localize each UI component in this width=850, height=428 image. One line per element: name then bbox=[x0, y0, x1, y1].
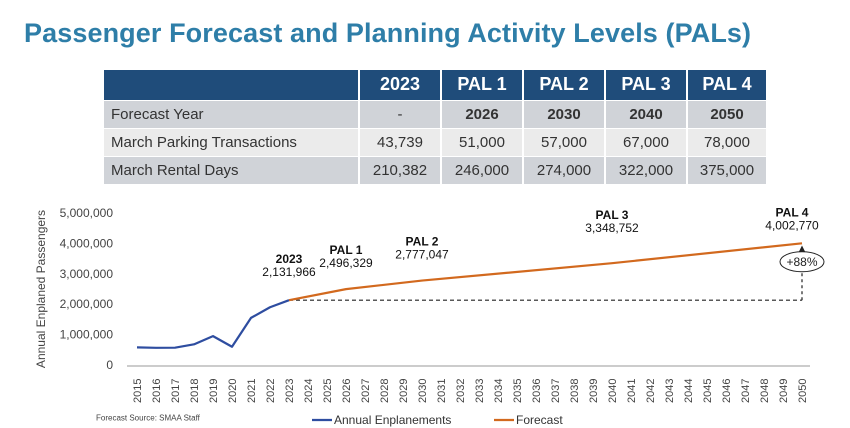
x-tick-label: 2039 bbox=[588, 379, 600, 403]
annotation-value: 4,002,770 bbox=[765, 218, 819, 232]
annotation-value: 2,496,329 bbox=[319, 256, 373, 270]
x-tick-label: 2049 bbox=[778, 379, 790, 403]
page-title: Passenger Forecast and Planning Activity… bbox=[24, 18, 752, 48]
x-tick-label: 2020 bbox=[227, 379, 239, 403]
y-tick-label: 1,000,000 bbox=[60, 328, 114, 342]
x-tick-label: 2022 bbox=[265, 379, 277, 403]
x-tick-label: 2045 bbox=[702, 379, 714, 403]
y-tick-label: 2,000,000 bbox=[60, 297, 114, 311]
x-tick-label: 2043 bbox=[664, 379, 676, 403]
row-label-forecast-year: Forecast Year bbox=[104, 99, 360, 128]
annotation-value: 3,348,752 bbox=[585, 221, 639, 235]
y-tick-label: 0 bbox=[106, 358, 113, 372]
x-tick-label: 2046 bbox=[721, 379, 733, 403]
legend-label-annual: Annual Enplanements bbox=[334, 413, 451, 427]
x-tick-label: 2034 bbox=[493, 379, 505, 403]
x-tick-label: 2017 bbox=[170, 379, 182, 403]
y-tick-label: 5,000,000 bbox=[60, 206, 114, 220]
x-tick-label: 2038 bbox=[569, 379, 581, 403]
y-tick-label: 4,000,000 bbox=[60, 236, 114, 250]
table-header-blank bbox=[104, 70, 360, 100]
x-tick-label: 2041 bbox=[626, 379, 638, 403]
x-tick-label: 2032 bbox=[455, 379, 467, 403]
table-cell: 2040 bbox=[605, 99, 688, 128]
table-header-2023: 2023 bbox=[359, 70, 442, 100]
y-axis-label: Annual Enplaned Passengers bbox=[34, 210, 48, 368]
table-cell: 57,000 bbox=[523, 127, 606, 156]
table-cell: 322,000 bbox=[605, 155, 688, 184]
x-tick-label: 2023 bbox=[284, 379, 296, 403]
annotation-value: 2,131,966 bbox=[262, 265, 316, 279]
annotation-label: PAL 3 bbox=[596, 208, 629, 222]
x-tick-label: 2030 bbox=[417, 379, 429, 403]
table-row: Forecast Year - 2026 2030 2040 2050 bbox=[104, 99, 768, 128]
table-header-pal1: PAL 1 bbox=[441, 70, 524, 100]
x-tick-label: 2027 bbox=[360, 379, 372, 403]
legend-label-forecast: Forecast bbox=[516, 413, 563, 427]
x-tick-label: 2048 bbox=[759, 379, 771, 403]
annotation-value: 2,777,047 bbox=[395, 248, 449, 262]
table-cell: 43,739 bbox=[359, 127, 442, 156]
x-tick-label: 2021 bbox=[246, 379, 258, 403]
growth-badge bbox=[779, 251, 825, 273]
forecast-line bbox=[288, 242, 803, 302]
x-tick-label: 2040 bbox=[607, 379, 619, 403]
x-tick-label: 2036 bbox=[531, 379, 543, 403]
table-cell: 78,000 bbox=[687, 127, 768, 156]
x-tick-label: 2029 bbox=[398, 379, 410, 403]
annotation-label: PAL 4 bbox=[776, 205, 809, 219]
table-cell: 2050 bbox=[687, 99, 768, 128]
annual-enplanements-line bbox=[136, 299, 290, 349]
annotation-label: 2023 bbox=[276, 252, 303, 266]
x-tick-label: 2028 bbox=[379, 379, 391, 403]
x-tick-label: 2024 bbox=[303, 379, 315, 403]
x-tick-label: 2026 bbox=[341, 379, 353, 403]
table-cell: 2026 bbox=[441, 99, 524, 128]
x-tick-label: 2015 bbox=[132, 379, 144, 403]
table-cell: 375,000 bbox=[687, 155, 768, 184]
annotation-label: PAL 2 bbox=[406, 235, 439, 249]
table-row: March Parking Transactions 43,739 51,000… bbox=[104, 127, 768, 156]
source-note: Forecast Source: SMAA Staff bbox=[96, 413, 200, 423]
x-tick-label: 2019 bbox=[208, 379, 220, 403]
annotation-label: PAL 1 bbox=[330, 243, 363, 257]
table-header-pal4: PAL 4 bbox=[687, 70, 768, 100]
table-header-pal2: PAL 2 bbox=[523, 70, 606, 100]
table-cell: 51,000 bbox=[441, 127, 524, 156]
x-tick-label: 2050 bbox=[797, 379, 809, 403]
table-cell: 67,000 bbox=[605, 127, 688, 156]
x-tick-label: 2037 bbox=[550, 379, 562, 403]
x-tick-label: 2025 bbox=[322, 379, 334, 403]
x-tick-label: 2031 bbox=[436, 379, 448, 403]
table-cell: - bbox=[359, 99, 442, 128]
x-tick-label: 2047 bbox=[740, 379, 752, 403]
table-cell: 246,000 bbox=[441, 155, 524, 184]
x-tick-label: 2042 bbox=[645, 379, 657, 403]
row-label-rental: March Rental Days bbox=[104, 155, 360, 184]
table-header-row: 2023 PAL 1 PAL 2 PAL 3 PAL 4 bbox=[104, 70, 768, 100]
y-tick-label: 3,000,000 bbox=[60, 267, 114, 281]
table-cell: 2030 bbox=[523, 99, 606, 128]
row-label-parking: March Parking Transactions bbox=[104, 127, 360, 156]
x-tick-label: 2035 bbox=[512, 379, 524, 403]
pal-table: 2023 PAL 1 PAL 2 PAL 3 PAL 4 Forecast Ye… bbox=[104, 70, 768, 184]
table-cell: 274,000 bbox=[523, 155, 606, 184]
growth-label: +88% bbox=[786, 255, 817, 269]
x-tick-label: 2044 bbox=[683, 379, 695, 403]
x-tick-label: 2016 bbox=[151, 379, 163, 403]
x-tick-label: 2033 bbox=[474, 379, 486, 403]
x-tick-label: 2018 bbox=[189, 379, 201, 403]
table-row: March Rental Days 210,382 246,000 274,00… bbox=[104, 155, 768, 184]
table-header-pal3: PAL 3 bbox=[605, 70, 688, 100]
table-cell: 210,382 bbox=[359, 155, 442, 184]
